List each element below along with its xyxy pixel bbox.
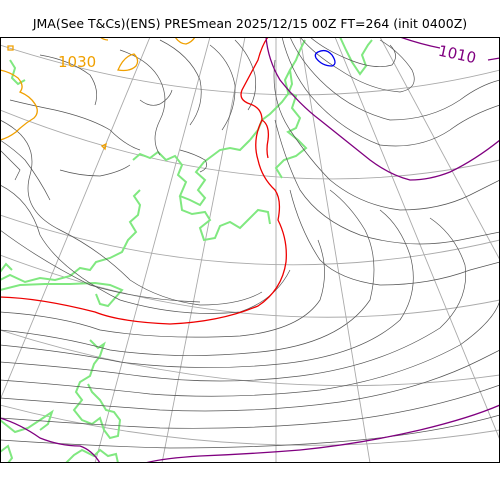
isobar-1010-line bbox=[0, 417, 101, 463]
isobar-line bbox=[274, 119, 500, 245]
isobar-1030-line bbox=[7, 45, 14, 51]
isobar-1010-line bbox=[487, 57, 500, 61]
isobar-line bbox=[0, 189, 375, 356]
isobar-line bbox=[289, 37, 500, 121]
coastline-segment bbox=[179, 195, 271, 242]
parallel-line bbox=[0, 404, 500, 446]
isobar-1020-line bbox=[0, 37, 287, 325]
isobar-1030-line bbox=[174, 37, 196, 45]
isobar-line bbox=[0, 414, 500, 449]
isobar-line bbox=[0, 239, 325, 338]
coastline-segment bbox=[0, 444, 14, 463]
isobar-1030-line bbox=[100, 142, 107, 151]
coastline-segment bbox=[9, 59, 26, 86]
coastline-segment bbox=[274, 69, 308, 179]
isobar-1010-line bbox=[399, 37, 441, 49]
map-title: JMA(See T&Cs)(ENS) PRESmean 2025/12/15 0… bbox=[32, 16, 468, 31]
isobar-1010-line bbox=[144, 404, 500, 463]
coastline-segment bbox=[0, 189, 142, 284]
meridian-line bbox=[299, 37, 371, 463]
coastline-segment bbox=[72, 339, 122, 440]
isobar-line bbox=[209, 44, 236, 131]
isobar-line bbox=[0, 184, 291, 314]
isobar-line bbox=[0, 229, 201, 303]
isobar-1000-line bbox=[314, 49, 336, 67]
isobar-line bbox=[0, 349, 500, 412]
isobar-line bbox=[0, 119, 263, 306]
isobar-line bbox=[159, 39, 202, 126]
meridian-line bbox=[161, 37, 246, 463]
isobar-line bbox=[289, 189, 500, 286]
isobar-line bbox=[273, 59, 500, 211]
isobar-1010-label: 1010 bbox=[437, 42, 478, 68]
parallel-line bbox=[0, 214, 500, 266]
parallel-line bbox=[0, 329, 500, 387]
isobar-1020-line bbox=[261, 119, 270, 159]
isobar-line bbox=[179, 149, 207, 173]
isobar-line bbox=[0, 299, 500, 397]
isobars bbox=[0, 37, 500, 449]
isobar-line bbox=[0, 209, 414, 368]
pressure-map: 1030 1010 bbox=[0, 37, 500, 463]
isobar-line bbox=[39, 54, 97, 106]
coastline-segment bbox=[65, 448, 119, 463]
isobar-line bbox=[0, 149, 21, 181]
isobar-1030-line bbox=[117, 53, 139, 72]
isobar-line bbox=[0, 139, 51, 201]
isobar-line bbox=[59, 164, 131, 177]
coastline-segment bbox=[0, 409, 54, 434]
map-frame bbox=[0, 37, 500, 463]
isobar-line bbox=[0, 384, 500, 429]
meridian-line bbox=[0, 37, 151, 401]
isobar-1010-line bbox=[265, 37, 500, 181]
meridian-line bbox=[334, 37, 500, 441]
meridian-line bbox=[379, 37, 500, 261]
parallel-line bbox=[0, 109, 500, 180]
isobar-1030-label: 1030 bbox=[58, 53, 96, 71]
coastline-segment bbox=[0, 262, 13, 273]
meridian-line bbox=[94, 37, 211, 463]
graticule bbox=[0, 37, 500, 463]
isobar-line bbox=[234, 39, 257, 111]
isobar-line bbox=[9, 99, 141, 151]
isobar-line bbox=[139, 89, 173, 106]
isobar-line bbox=[281, 37, 500, 147]
coastline bbox=[0, 37, 373, 463]
coastline-segment bbox=[339, 37, 373, 76]
coastline-segment bbox=[0, 281, 124, 308]
coastline-segment bbox=[132, 139, 251, 207]
isobar-line bbox=[0, 217, 467, 382]
parallel-line bbox=[0, 254, 500, 318]
isobar-line bbox=[299, 37, 415, 93]
isobar-line bbox=[119, 49, 166, 156]
isobar-line bbox=[309, 37, 396, 67]
isobar-1030-line bbox=[0, 69, 38, 141]
